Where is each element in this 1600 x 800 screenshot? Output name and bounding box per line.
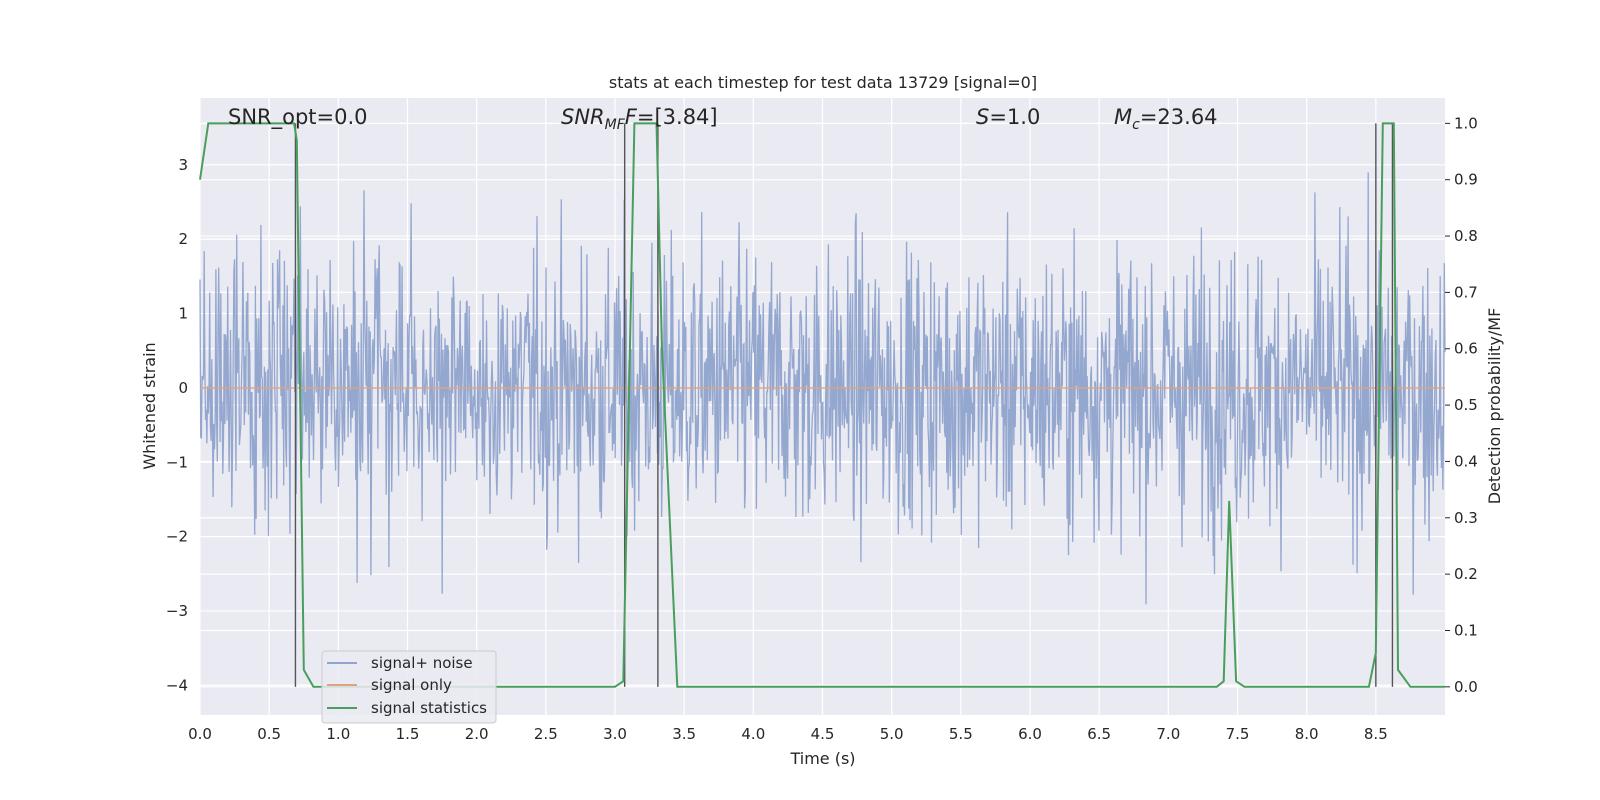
x-tick-label: 1.5 [396,725,420,743]
annotation-mc: Mc=23.64 [1114,105,1218,133]
y-axis-label: Whitened strain [140,342,159,469]
y-right-tick-label: 0.2 [1454,565,1478,583]
y-tick-label: 0 [178,379,188,397]
annotation-mc-var: M [1114,105,1132,129]
legend-label-signal-statistics: signal statistics [371,699,487,717]
signal-noise-line [199,172,1446,605]
x-tick-label: 6.0 [1018,725,1042,743]
x-tick-label: 4.5 [811,725,835,743]
x-tick-label: 8.5 [1364,725,1388,743]
y-right-tick-label: 0.0 [1454,678,1478,696]
x-axis-label: Time (s) [789,749,855,768]
y-axis-right-label: Detection probability/MF [1485,308,1504,505]
legend: signal+ noise signal only signal statist… [321,650,497,724]
x-tick-label: 0.5 [257,725,281,743]
x-tick-label: 5.5 [949,725,973,743]
legend-box [321,650,497,724]
y-tick-label: 1 [178,305,188,323]
chart-title: stats at each timestep for test data 137… [609,73,1037,92]
signal-statistics-series [199,122,1445,688]
y-right-tick-label: 0.3 [1454,509,1478,527]
y-tick-label: −4 [166,676,188,694]
x-tick-label: 5.0 [880,725,904,743]
x-tick-label: 3.0 [603,725,627,743]
y-right-tick-label: 0.8 [1454,227,1478,245]
signal-statistics-line [199,122,1445,688]
annotation-snr-mf-sub: MF [605,117,626,133]
annotation-mc-value: =23.64 [1140,105,1218,129]
annotation-s-value: =1.0 [989,105,1040,129]
annotation-snr-opt: SNR_opt=0.0 [228,105,368,130]
annotation-mc-sub: c [1132,117,1140,133]
x-tick-label: 4.0 [741,725,765,743]
legend-label-signal-noise: signal+ noise [371,654,473,672]
x-axis-ticks: 0.0 0.5 1.0 1.5 2.0 2.5 3.0 3.5 4.0 4.5 5.0 5.5 6.0 6… [188,725,1388,743]
y-tick-label: 2 [178,230,188,248]
y-tick-label: 3 [178,156,188,174]
x-tick-label: 8.0 [1295,725,1319,743]
signal-noise-series [199,172,1446,605]
annotation-snr-mf-value: =[3.84] [637,105,718,129]
x-tick-label: 7.5 [1226,725,1250,743]
y-tick-label: −3 [166,602,188,620]
annotation-snr-mf: SNRMFF=[3.84] [561,105,718,133]
x-tick-label: 1.0 [326,725,350,743]
annotation-s: S=1.0 [976,105,1040,129]
y-tick-label: −2 [166,528,188,546]
y-right-tick-label: 0.7 [1454,283,1478,301]
y-right-tick-label: 0.4 [1454,452,1478,470]
y-tick-label: −1 [166,453,188,471]
legend-label-signal-only: signal only [371,676,452,694]
x-tick-label: 3.5 [672,725,696,743]
x-tick-label: 6.5 [1087,725,1111,743]
annotation-snr-mf-var: SNR [561,105,605,129]
annotation-s-var: S [976,105,989,129]
x-tick-label: 0.0 [188,725,212,743]
y-right-tick-label: 0.9 [1454,171,1478,189]
x-tick-label: 2.0 [465,725,489,743]
x-tick-label: 2.5 [534,725,558,743]
y-right-tick-label: 0.6 [1454,340,1478,358]
y-right-tick-label: 0.1 [1454,621,1478,639]
y-right-tick-label: 1.0 [1454,114,1478,132]
x-tick-label: 7.0 [1156,725,1180,743]
y-right-tick-label: 0.5 [1454,396,1478,414]
y-axis-right-ticks: 1.0 0.9 0.8 0.7 0.6 0.5 0.4 0.3 0.2 0.1 0.0 [1445,114,1478,696]
annotation-snr-mf-sep: F [625,105,638,129]
y-axis-ticks: 3 2 1 0 −1 −2 −3 −4 [166,156,188,694]
